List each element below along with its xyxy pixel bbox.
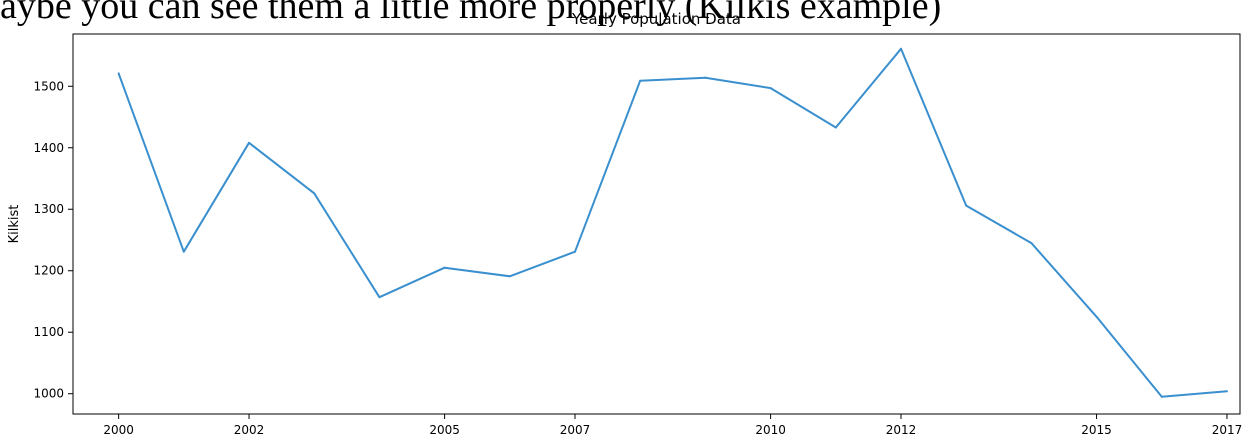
- y-tick-label: 1200: [33, 264, 64, 278]
- data-point: [1030, 242, 1033, 245]
- x-tick-label: 2000: [103, 423, 134, 437]
- x-axis: 2000 2002 2005 2007 2010 2012 2015 2017: [103, 414, 1242, 437]
- y-tick-label: 1300: [33, 202, 64, 216]
- y-tick-label: 1100: [33, 325, 64, 339]
- x-tick-label: 2012: [886, 423, 917, 437]
- caption-text: aybe you can see them a little more prop…: [0, 0, 942, 26]
- data-point: [378, 296, 381, 299]
- data-point: [443, 266, 446, 269]
- data-point: [1160, 395, 1163, 398]
- y-tick-label: 1400: [33, 141, 64, 155]
- x-tick-label: 2007: [560, 423, 591, 437]
- x-tick-label: 2005: [429, 423, 460, 437]
- data-point: [639, 79, 642, 82]
- series-line: [117, 47, 1228, 398]
- x-tick-label: 2017: [1212, 423, 1243, 437]
- data-point: [313, 192, 316, 195]
- chart-title: Yearly Population Data: [571, 10, 741, 28]
- y-axis-label: Kilkist: [7, 205, 22, 244]
- y-tick-label: 1500: [33, 79, 64, 93]
- plot-frame: [72, 33, 1241, 415]
- data-point: [508, 275, 511, 278]
- y-tick-label: 1000: [33, 387, 64, 401]
- data-point: [899, 47, 902, 50]
- data-point: [834, 126, 837, 129]
- data-point: [769, 87, 772, 90]
- x-tick-label: 2010: [755, 423, 786, 437]
- data-point: [704, 76, 707, 79]
- data-point: [1225, 390, 1228, 393]
- data-point: [965, 204, 968, 207]
- data-point: [248, 141, 251, 144]
- data-points: [117, 47, 1228, 398]
- data-point: [1095, 315, 1098, 318]
- x-tick-label: 2015: [1081, 423, 1112, 437]
- data-point: [574, 250, 577, 253]
- x-tick-label: 2002: [234, 423, 265, 437]
- data-point: [182, 250, 185, 253]
- data-point: [117, 72, 120, 75]
- y-axis: 1000 1100 1200 1300 1400 1500: [33, 79, 73, 401]
